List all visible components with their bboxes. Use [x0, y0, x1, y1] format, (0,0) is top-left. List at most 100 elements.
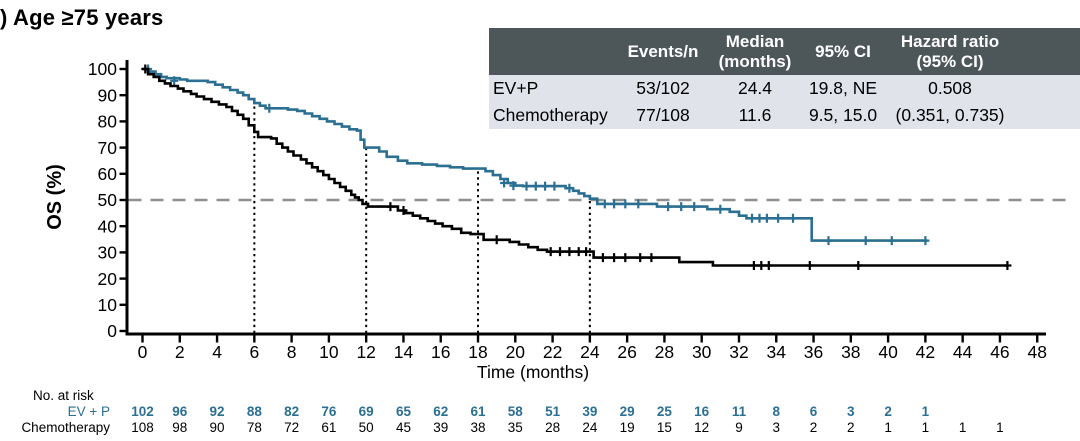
- censor-mark: [600, 199, 609, 209]
- x-tick-label: 30: [692, 342, 712, 362]
- x-tick-label: 0: [138, 342, 148, 362]
- censor-mark: [556, 247, 564, 257]
- censor-mark: [921, 236, 930, 246]
- x-tick-label: 20: [506, 342, 526, 362]
- row-label: Chemotherapy: [493, 105, 608, 125]
- summary-table: Events/n Median (months) 95% CI Hazard r…: [489, 28, 1080, 129]
- km-curve-ev-p: [142, 67, 928, 242]
- at-risk-value: 82: [284, 404, 300, 419]
- at-risk-value: 1: [921, 420, 930, 435]
- at-risk-row-evp: 102 96 92 88 82 76 69 65 62 61 58 51 39 29 25 16 11 8 6 3 2 1: [0, 404, 1080, 419]
- y-tick-label: 50: [98, 190, 118, 210]
- y-tick-label: 10: [98, 295, 118, 315]
- km-curve-chemotherapy: [142, 67, 1008, 267]
- censor-mark: [716, 204, 725, 214]
- censor-mark: [647, 253, 656, 263]
- at-risk-row-chemotherapy: 108 98 90 78 72 61 50 45 39 38 35 28 24 19 15 12 9 3 2 2 1 1 1…: [0, 420, 1080, 435]
- y-tick-label: 90: [98, 85, 118, 105]
- at-risk-value: 62: [433, 404, 449, 419]
- at-risk-value: 25: [656, 404, 672, 419]
- at-risk-value: 2: [809, 420, 818, 435]
- censor-mark: [887, 236, 896, 246]
- at-risk-value: 24: [582, 420, 598, 435]
- y-tick-label: 80: [98, 112, 118, 132]
- header-hazard-ratio: Hazard ratio (95% CI): [900, 32, 1000, 71]
- median-value: 24.4: [737, 78, 773, 98]
- events-n-value: 77/108: [636, 105, 690, 125]
- censor-mark: [565, 183, 574, 193]
- header-events-n: Events/n: [627, 41, 699, 61]
- at-risk-value: 61: [470, 404, 486, 419]
- x-tick-label: 26: [617, 342, 636, 362]
- at-risk-value: 2: [884, 404, 892, 419]
- y-tick-label: 30: [98, 243, 118, 263]
- x-tick-label: 18: [468, 342, 487, 362]
- at-risk-value: 96: [172, 404, 188, 419]
- hazard-ratio-value: (0.351, 0.735): [895, 105, 1005, 125]
- at-risk-value: 98: [172, 420, 188, 435]
- x-tick-label: 16: [431, 342, 450, 362]
- x-axis-title: Time (months): [476, 362, 590, 382]
- at-risk-value: 39: [582, 404, 598, 419]
- censor-mark: [531, 181, 540, 191]
- hazard-ratio-value: 0.508: [928, 78, 972, 98]
- x-tick-label: 8: [287, 342, 297, 362]
- row-label: EV+P: [493, 78, 539, 98]
- y-tick-label: 40: [98, 216, 118, 236]
- censor-mark: [265, 103, 274, 113]
- censor-mark: [1003, 261, 1012, 270]
- censor-mark: [824, 236, 833, 246]
- at-risk-value: 38: [470, 420, 486, 435]
- censor-mark: [565, 247, 574, 257]
- at-risk-value: 69: [358, 404, 374, 419]
- censor-mark: [621, 253, 630, 263]
- at-risk-value: 1: [958, 420, 967, 435]
- at-risk-value: 16: [694, 404, 710, 419]
- at-risk-value: 78: [246, 420, 262, 435]
- censor-mark: [141, 64, 150, 74]
- at-risk-value: 58: [507, 404, 523, 419]
- x-tick-label: 4: [212, 342, 222, 362]
- y-tick-label: 20: [98, 269, 118, 289]
- x-tick-label: 14: [394, 342, 414, 362]
- at-risk-value: 9: [735, 420, 743, 435]
- x-tick-label: 22: [543, 342, 562, 362]
- censor-mark: [546, 247, 555, 257]
- at-risk-value: 108: [131, 420, 154, 435]
- x-tick-label: 36: [804, 342, 823, 362]
- at-risk-title: No. at risk: [33, 388, 94, 403]
- censor-mark: [757, 261, 766, 270]
- censor-mark: [522, 181, 531, 191]
- censor-mark: [762, 213, 771, 223]
- x-tick-label: 28: [655, 342, 674, 362]
- censor-mark: [598, 253, 607, 263]
- at-risk-value: 90: [209, 420, 225, 435]
- censor-mark: [677, 202, 686, 212]
- at-risk-value: 39: [433, 420, 449, 435]
- at-risk-value: 15: [656, 420, 672, 435]
- x-tick-label: 34: [767, 342, 787, 362]
- x-tick-label: 44: [953, 342, 973, 362]
- x-tick-label: 48: [1027, 342, 1046, 362]
- x-tick-label: 42: [916, 342, 935, 362]
- at-risk-value: 28: [545, 420, 561, 435]
- censor-mark: [492, 235, 501, 245]
- at-risk-value: 72: [284, 420, 300, 435]
- censor-mark: [854, 261, 863, 270]
- censor-mark: [749, 261, 758, 270]
- x-tick-label: 12: [356, 342, 375, 362]
- ci-value: 19.8, NE: [808, 78, 878, 98]
- at-risk-label-chemotherapy: Chemotherapy: [21, 420, 110, 435]
- y-tick-label: 60: [98, 164, 118, 184]
- table-row-evp: EV+P 53/102 24.4 19.8, NE 0.508: [489, 75, 1080, 102]
- x-tick-label: 32: [729, 342, 748, 362]
- at-risk-value: 51: [545, 404, 561, 419]
- x-tick-label: 46: [990, 342, 1009, 362]
- x-tick-label: 6: [249, 342, 259, 362]
- x-tick-label: 38: [841, 342, 860, 362]
- table-row-chemotherapy: Chemotherapy 77/108 11.6 9.5, 15.0 (0.35…: [489, 102, 1080, 129]
- at-risk-value: 29: [619, 404, 635, 419]
- x-tick-label: 24: [580, 342, 600, 362]
- at-risk-value: 50: [358, 420, 374, 435]
- at-risk-value: 8: [772, 404, 780, 419]
